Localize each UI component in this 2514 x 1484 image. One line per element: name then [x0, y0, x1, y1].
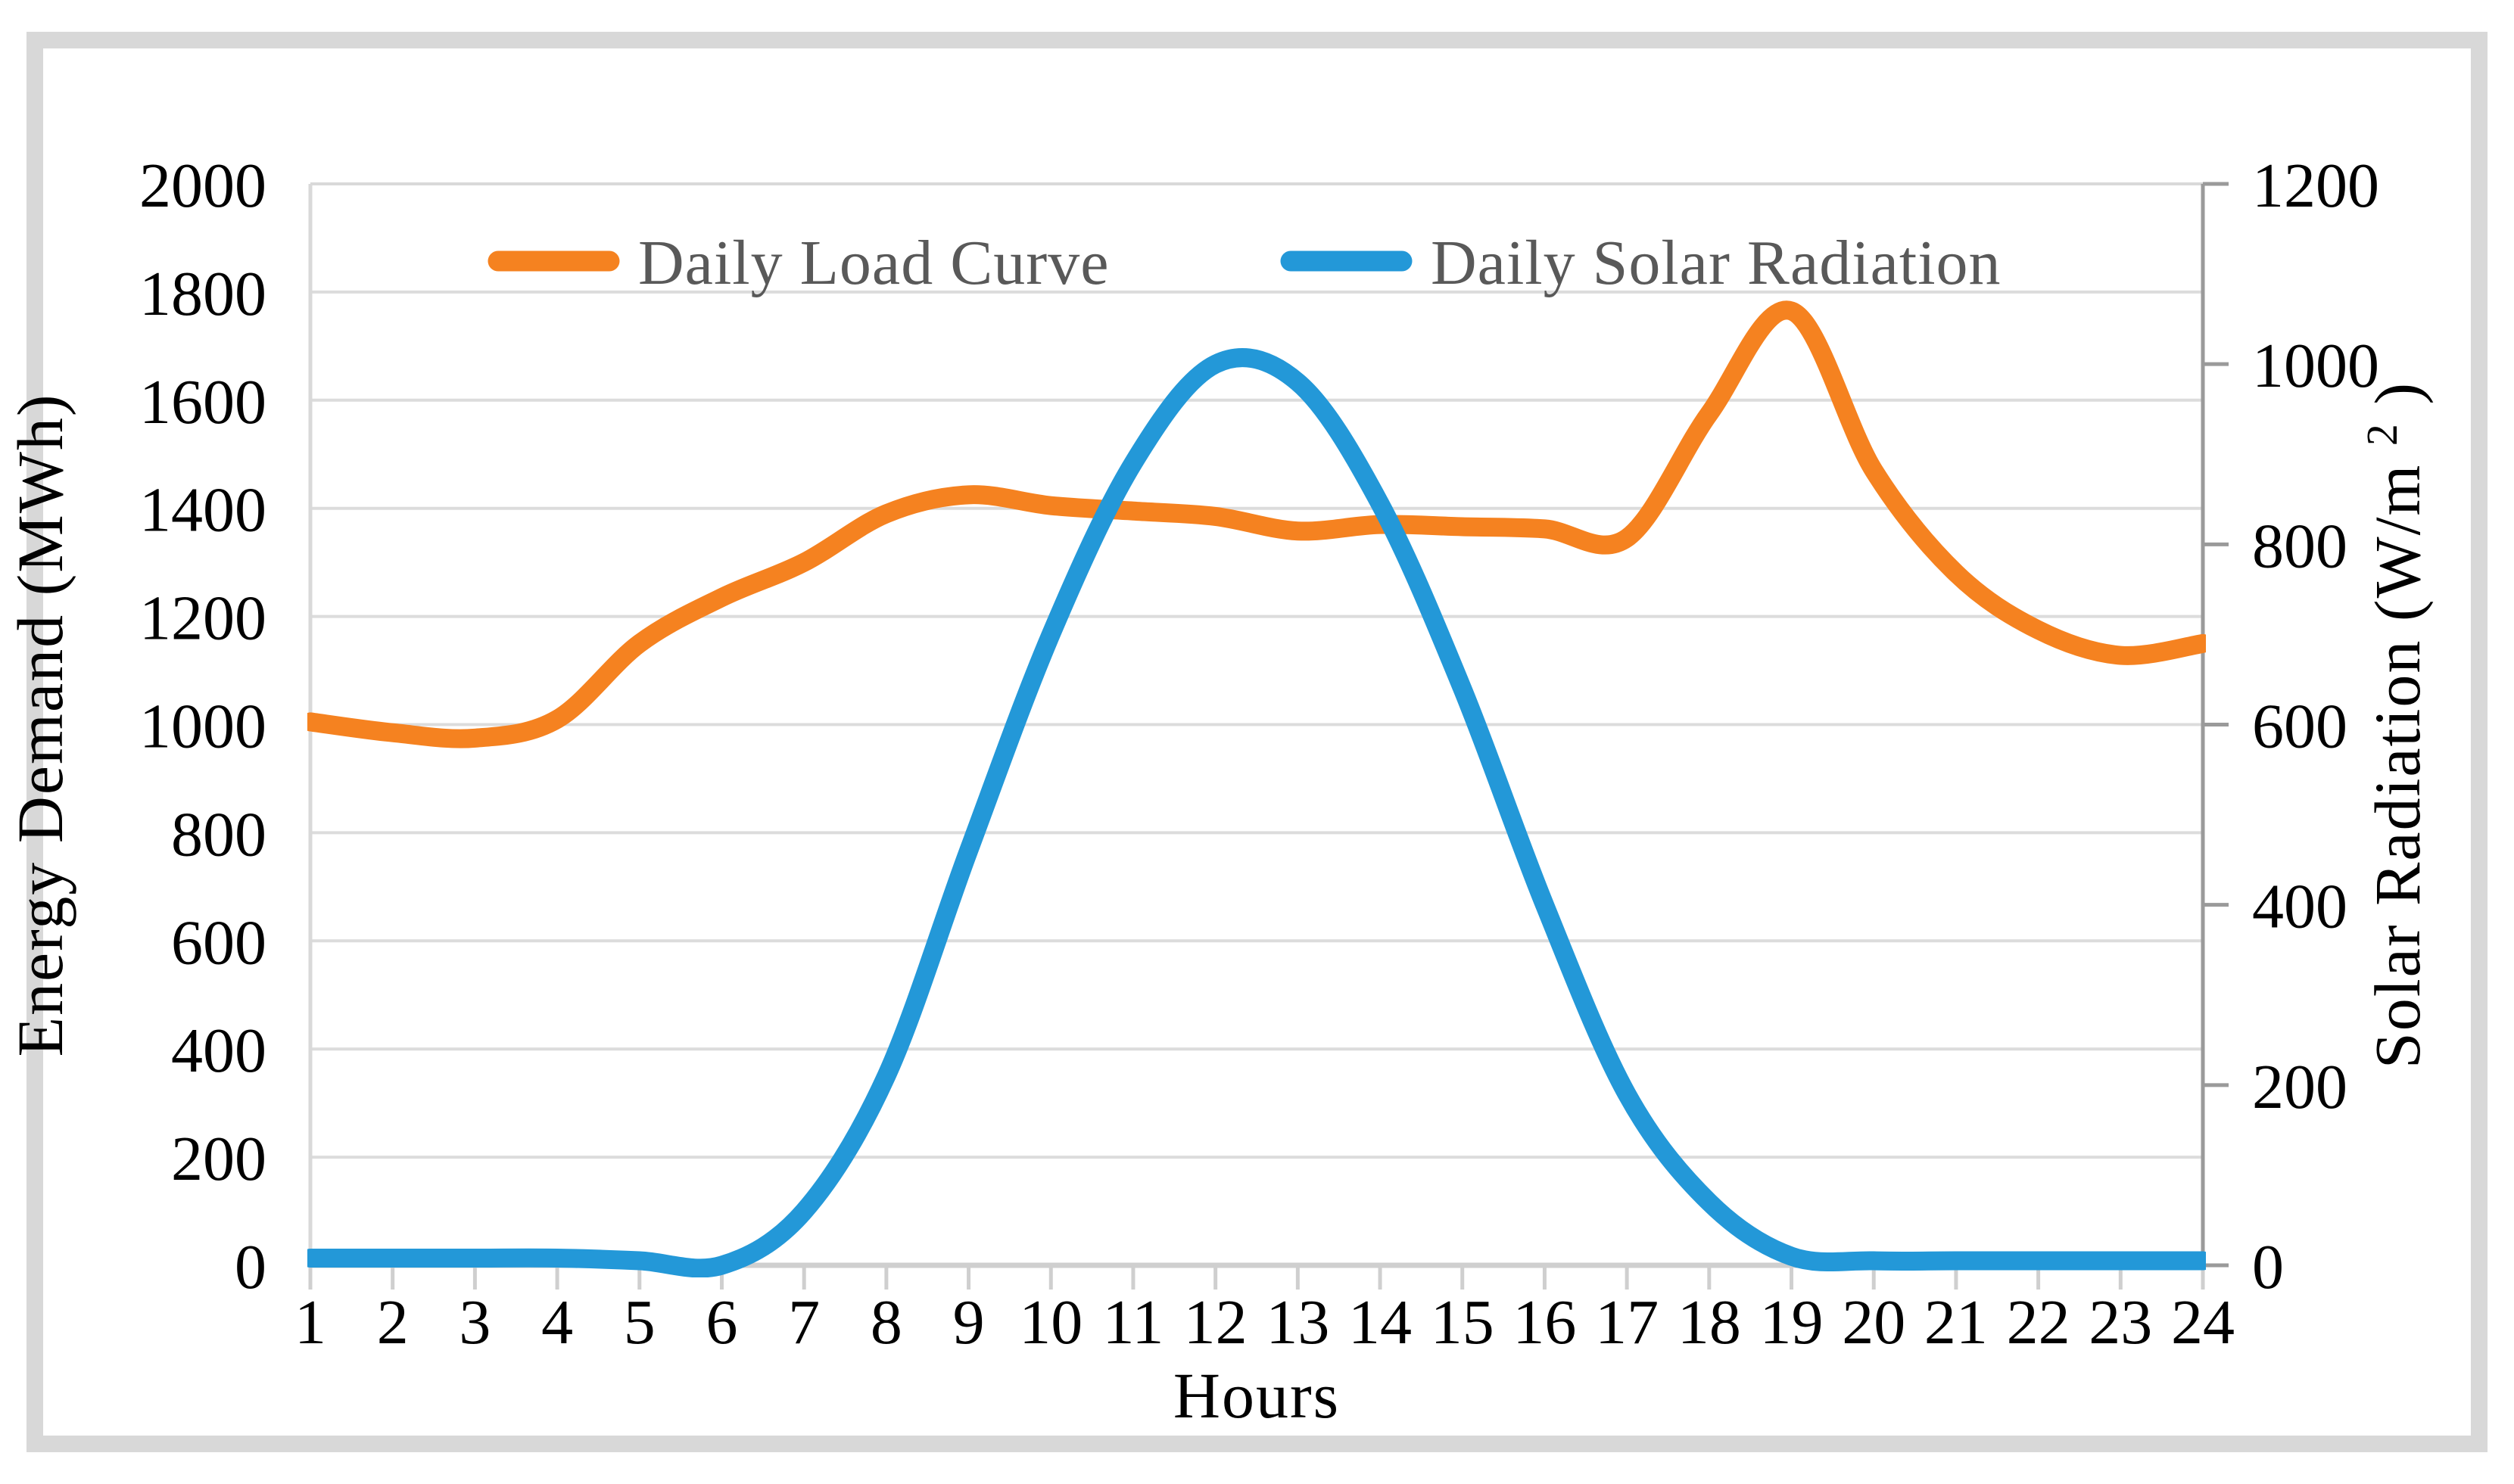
- x-axis-tick-label: 24: [2171, 1287, 2235, 1358]
- left-axis-tick-label: 0: [235, 1232, 266, 1302]
- x-axis-tick-labels: 1 2 3 4 5 6 7 8 9 10 11 12 13 14 15 16 17 18 19 20 21 22 23 24: [294, 1287, 2235, 1358]
- x-axis-tick-label: 4: [541, 1287, 573, 1358]
- left-axis-tick-label: 1200: [139, 583, 266, 654]
- legend-item-daily-solar-radiation: Daily Solar Radiation: [1280, 228, 2002, 298]
- x-axis-tick-label: 9: [953, 1287, 985, 1358]
- x-axis-tick-label: 11: [1103, 1287, 1164, 1358]
- x-axis-tick-label: 23: [2089, 1287, 2152, 1358]
- x-axis-tick-label: 14: [1348, 1287, 1412, 1358]
- x-axis-tick-label: 7: [788, 1287, 820, 1358]
- right-axis-title-superscript: 2: [2357, 422, 2407, 446]
- left-axis-title: Energy Demand (MWh): [4, 393, 76, 1056]
- right-axis-title: Solar Radiation (W/m 2 ): [2338, 381, 2434, 1069]
- daily-load-curve-legend-label: Daily Load Curve: [638, 228, 1110, 298]
- x-axis-tick-label: 13: [1266, 1287, 1329, 1358]
- x-axis-tick-label: 8: [871, 1287, 902, 1358]
- x-axis-tick-label: 22: [2007, 1287, 2070, 1358]
- x-axis-tick-label: 17: [1595, 1287, 1659, 1358]
- right-axis-title-close: ): [2361, 381, 2434, 405]
- left-axis-tick-label: 600: [171, 907, 266, 978]
- left-axis-tick-label: 2000: [139, 151, 266, 221]
- daily-load-curve-line: [307, 300, 2206, 748]
- x-axis-title: Hours: [1173, 1359, 1340, 1432]
- right-axis-tick-label: 0: [2252, 1232, 2284, 1302]
- x-axis-tick-label: 10: [1019, 1287, 1083, 1358]
- x-axis-tick-label: 19: [1760, 1287, 1824, 1358]
- gridlines: [310, 182, 2203, 1159]
- x-axis-tick-label: 1: [294, 1287, 326, 1358]
- legend-item-daily-load-curve: Daily Load Curve: [488, 228, 1110, 298]
- left-axis-tick-label: 200: [171, 1124, 266, 1194]
- left-axis-tick-label: 1000: [139, 692, 266, 762]
- left-axis-tick-label: 800: [171, 799, 266, 870]
- daily-solar-radiation-legend-label: Daily Solar Radiation: [1431, 228, 2002, 298]
- left-axis-tick-label: 400: [171, 1016, 266, 1086]
- x-axis-tick-label: 21: [1924, 1287, 1988, 1358]
- daily-solar-radiation-line: [307, 348, 2206, 1277]
- x-axis-tick-marks: [308, 1265, 2205, 1290]
- legend: Daily Load Curve Daily Solar Radiation: [488, 228, 2002, 298]
- x-axis-tick-label: 6: [706, 1287, 737, 1358]
- x-axis-tick-label: 3: [459, 1287, 491, 1358]
- x-axis-tick-label: 5: [624, 1287, 656, 1358]
- left-axis-tick-label: 1400: [139, 475, 266, 546]
- x-axis-tick-label: 2: [377, 1287, 409, 1358]
- left-axis-tick-label: 1600: [139, 367, 266, 437]
- right-axis-tick-label: 200: [2252, 1052, 2347, 1122]
- right-axis-tick-label: 800: [2252, 511, 2347, 581]
- right-axis-tick-label: 1200: [2252, 151, 2379, 221]
- right-axis-tick-label: 1000: [2252, 331, 2379, 401]
- right-axis-tick-marks: [2203, 182, 2229, 1268]
- right-axis-title-text: Solar Radiation (W/m: [2361, 464, 2434, 1069]
- x-axis-tick-label: 16: [1512, 1287, 1576, 1358]
- x-axis-tick-label: 15: [1431, 1287, 1494, 1358]
- x-axis-tick-label: 12: [1184, 1287, 1248, 1358]
- right-axis-tick-label: 400: [2252, 872, 2347, 942]
- figure-border: [26, 32, 2488, 1452]
- right-axis-tick-label: 600: [2252, 692, 2347, 762]
- left-axis-tick-label: 1800: [139, 259, 266, 329]
- right-axis-tick-labels: 0 200 400 600 800 1000 1200: [2252, 151, 2379, 1302]
- left-axis-tick-labels: 0 200 400 600 800 1000 1200 1400 1600 1800 2000: [139, 151, 266, 1302]
- x-axis-tick-label: 18: [1678, 1287, 1741, 1358]
- x-axis-tick-label: 20: [1842, 1287, 1905, 1358]
